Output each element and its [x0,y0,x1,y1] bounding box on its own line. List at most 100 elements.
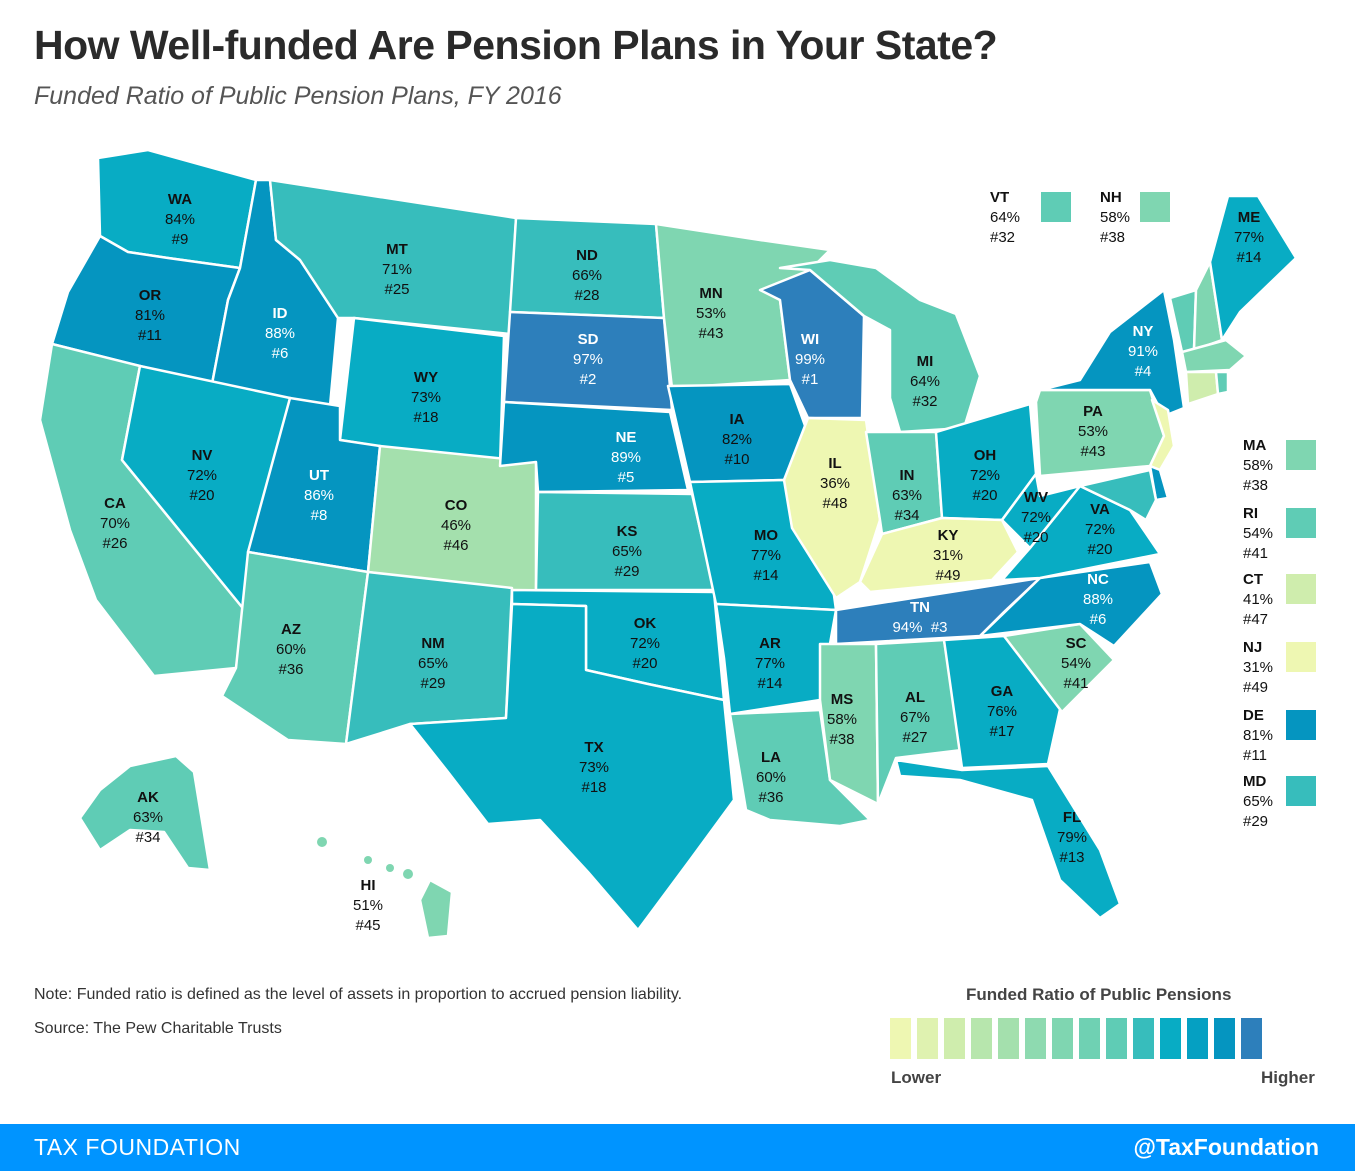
page-title: How Well-funded Are Pension Plans in You… [34,22,998,68]
swatch-vt [1041,192,1071,222]
swatch-nh [1140,192,1170,222]
legend-low-label: Lower [891,1068,942,1087]
swatch-ri [1286,508,1316,538]
label-mt: MT 71% #25 [381,241,413,298]
legend-step [890,1018,911,1059]
label-fl: FL 79% #13 [1056,809,1088,866]
hi-island-1 [317,837,327,847]
label-mi: MI 64% #32 [909,353,941,410]
label-la: LA 60% #36 [755,749,787,806]
label-wv: WV 72% #20 [1020,489,1052,546]
state-fl [894,758,1122,920]
label-az: AZ 60% #36 [275,621,307,678]
footer-bar: TAX FOUNDATION @TaxFoundation [0,1124,1355,1171]
legend-step [1025,1018,1046,1059]
label-tx: TX 73% #18 [578,739,610,796]
label-ne: NE 89% #5 [610,429,642,486]
label-nc: NC 88% #6 [1082,571,1114,628]
label-pa: PA 53% #43 [1077,403,1109,460]
legend-step [1187,1018,1208,1059]
label-ok: OK 72% #20 [629,615,661,672]
state-wv [1000,472,1082,550]
legend-step [1160,1018,1181,1059]
label-nm: NM 65% #29 [417,635,449,692]
swatch-nj [1286,642,1316,672]
label-wy: WY 73% #18 [410,369,442,426]
state-al [874,638,964,806]
swatch-de [1286,710,1316,740]
swatch-ma [1286,440,1316,470]
hi-island-4 [403,869,413,879]
label-sc: SC 54% #41 [1060,635,1092,692]
label-nd: ND 66% #28 [571,247,603,304]
side-nh: NH 58% #38 [1100,189,1131,246]
label-tn: TN 94% #3 [892,599,948,636]
source-text: Source: The Pew Charitable Trusts [34,1020,282,1037]
label-sd: SD 97% #2 [572,331,604,388]
page-subtitle: Funded Ratio of Public Pension Plans, FY… [34,82,562,110]
label-me: ME 77% #14 [1233,209,1265,266]
footer-brand: TAX FOUNDATION [34,1134,241,1160]
label-wa: WA 84% #9 [164,191,196,248]
label-id: ID 88% #6 [264,305,296,362]
legend-step [998,1018,1019,1059]
side-ma: MA 58% #38 [1243,437,1274,494]
label-nv: NV 72% #20 [186,447,218,504]
state-ny [1028,288,1186,418]
label-wi: WI 99% #1 [794,331,826,388]
state-ma [1180,338,1248,374]
side-ct: CT 41% #47 [1243,571,1274,628]
state-hi [418,878,454,940]
swatch-md [1286,776,1316,806]
label-ia: IA 82% #10 [721,411,753,468]
side-ri: RI 54% #41 [1243,505,1274,562]
label-mn: MN 53% #43 [695,285,727,342]
label-il: IL 36% #48 [819,455,851,512]
state-ms [818,642,880,806]
legend-step [1133,1018,1154,1059]
legend-step [971,1018,992,1059]
state-me [1208,194,1298,342]
side-nj: NJ 31% #49 [1243,639,1274,696]
legend-step [917,1018,938,1059]
state-ri [1214,370,1230,396]
label-oh: OH 72% #20 [969,447,1001,504]
state-ak [78,754,212,872]
state-ar [714,602,838,716]
state-md [1078,468,1158,522]
label-va: VA 72% #20 [1084,501,1116,558]
legend-color-scale [890,1018,1262,1059]
legend-step [1241,1018,1262,1059]
label-ut: UT 86% #8 [303,467,335,524]
label-or: OR 81% #11 [134,287,166,344]
note-text: Note: Funded ratio is defined as the lev… [34,986,683,1003]
legend-high-label: Higher [1261,1068,1315,1087]
footer-handle[interactable]: @TaxFoundation [1133,1134,1319,1160]
legend-step [1106,1018,1127,1059]
label-ga: GA 76% #17 [986,683,1018,740]
label-al: AL 67% #27 [899,689,931,746]
label-ny: NY 91% #4 [1127,323,1159,380]
label-ky: KY 31% #49 [932,527,964,584]
legend-step [1214,1018,1235,1059]
label-co: CO 46% #46 [440,497,472,554]
hi-island-3 [386,864,394,872]
legend-step [1079,1018,1100,1059]
side-md: MD 65% #29 [1243,773,1274,830]
state-tx [408,602,736,932]
hi-island-2 [364,856,372,864]
label-ms: MS 58% #38 [826,691,858,748]
state-ky [858,516,1020,594]
label-ar: AR 77% #14 [754,635,786,692]
label-ak: AK 63% #34 [132,789,164,846]
state-ct [1184,370,1220,406]
legend-title: Funded Ratio of Public Pensions [966,985,1232,1004]
state-sd [502,310,674,412]
label-hi: HI 51% #45 [352,877,384,934]
legend-step [1052,1018,1073,1059]
side-de: DE 81% #11 [1243,707,1274,764]
label-ks: KS 65% #29 [611,523,643,580]
label-in: IN 63% #34 [891,467,923,524]
label-ca: CA 70% #26 [99,495,131,552]
